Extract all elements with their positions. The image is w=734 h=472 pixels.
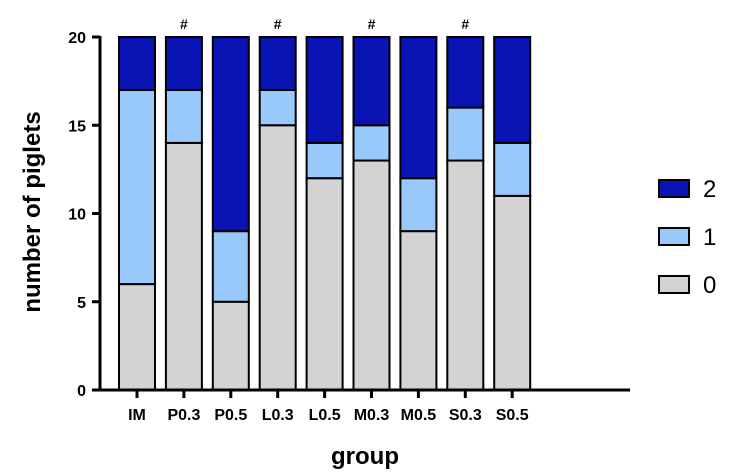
legend-swatch-1 [658,227,690,246]
y-axis: 0 5 10 15 20 [68,30,102,400]
x-tick-label-M0.5: M0.5 [401,407,437,424]
x-tick-label-IM: IM [128,407,146,424]
bar-S0.3-series-1 [446,106,485,162]
bar-M0.3-series-2 [352,36,391,127]
bar-P0.5-series-0 [211,300,250,391]
annotation-M0.3: # [368,16,376,32]
bar-IM-series-1 [118,88,156,286]
y-tick-label-10: 10 [68,207,86,224]
y-tick-label-0: 0 [77,383,86,400]
x-axis: IM P0.3 P0.5 L0.3 L0.5 M0.3 M0.5 S0.3 S0.5 [98,388,630,424]
annotation-S0.3: # [461,16,469,32]
legend-label-1: 1 [703,224,716,251]
annotation-L0.3: # [274,16,282,32]
x-tick-label-P0.3: P0.3 [167,407,200,424]
annotations-group: # # # # [180,16,469,32]
annotation-P0.3: # [180,16,188,32]
y-tick-label-15: 15 [68,118,86,135]
bar-IM-series-0 [118,283,156,392]
bar-M0.3-series-0 [352,159,391,391]
bar-L0.3-series-2 [258,36,297,91]
bar-M0.5-series-2 [399,36,438,180]
bar-P0.3-series-1 [164,88,203,144]
x-tick-label-L0.3: L0.3 [262,407,294,424]
bar-S0.3-series-2 [446,36,485,109]
bars-group [118,36,532,392]
bar-S0.3-series-0 [446,159,485,391]
bar-L0.3-series-0 [258,124,297,391]
bar-S0.5-series-1 [493,141,532,197]
bar-IM-series-2 [118,36,156,91]
bar-P0.3-series-2 [164,36,203,91]
y-axis-title: number of piglets [19,111,46,312]
bar-M0.5-series-1 [399,177,438,233]
x-axis-title: group [331,443,399,470]
x-tick-label-M0.3: M0.3 [354,407,390,424]
legend-swatch-2 [658,179,690,198]
bar-P0.5-series-1 [211,230,250,303]
y-tick-label-5: 5 [77,295,86,312]
bar-P0.5-series-2 [211,36,250,233]
bar-S0.5-series-0 [493,194,532,391]
bar-L0.5-series-1 [305,141,344,180]
bar-S0.5-series-2 [493,36,532,144]
x-tick-label-L0.5: L0.5 [309,407,341,424]
y-tick-label-20: 20 [68,30,86,47]
bar-L0.5-series-2 [305,36,344,144]
bar-M0.3-series-1 [352,124,391,162]
bar-P0.3-series-0 [164,141,203,391]
legend-label-2: 2 [703,176,716,203]
legend: 2 1 0 [658,176,716,299]
bar-L0.5-series-0 [305,177,344,391]
x-tick-label-S0.3: S0.3 [449,407,482,424]
x-tick-label-S0.5: S0.5 [496,407,529,424]
legend-swatch-0 [658,275,690,294]
bar-M0.5-series-0 [399,230,438,391]
legend-label-0: 0 [703,272,716,299]
x-tick-label-P0.5: P0.5 [214,407,247,424]
bar-L0.3-series-1 [258,88,297,127]
